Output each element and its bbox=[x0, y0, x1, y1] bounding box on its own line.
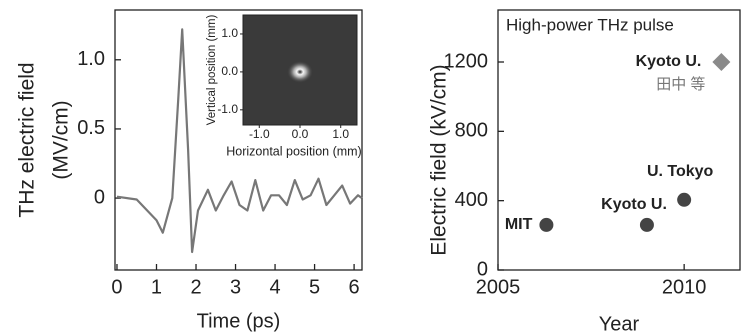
x-tick-label: 2010 bbox=[662, 276, 707, 298]
inset-y-label: Vertical position (mm) bbox=[206, 15, 218, 126]
y-tick-label: 0 bbox=[94, 186, 105, 208]
inset-x-label: Horizontal position (mm) bbox=[226, 144, 361, 158]
plot-frame bbox=[498, 10, 740, 270]
point-label: MIT bbox=[505, 216, 533, 233]
x-tick-label: 2 bbox=[190, 276, 201, 298]
y-tick-label: 400 bbox=[455, 189, 488, 211]
x-axis-label: Year bbox=[599, 313, 640, 335]
inset-x-tick-label: 0.0 bbox=[292, 127, 309, 141]
point bbox=[677, 193, 691, 207]
point bbox=[712, 53, 730, 71]
x-tick-label: 4 bbox=[269, 276, 280, 298]
x-tick-label: 0 bbox=[111, 276, 122, 298]
inset-x-tick-label: -1.0 bbox=[249, 127, 270, 141]
y-tick-label: 800 bbox=[455, 120, 488, 142]
point-label: Kyoto U. bbox=[601, 196, 667, 213]
x-tick-label: 3 bbox=[230, 276, 241, 298]
chart-title: High-power THz pulse bbox=[506, 15, 674, 34]
y-axis-label: Electric field (kV/cm) bbox=[428, 64, 451, 255]
inset-y-tick-label: 0.0 bbox=[221, 64, 238, 78]
beam-spot bbox=[287, 61, 313, 83]
page: 0 1 2 3 4 5 6 0 0.5 1.0 Time (ps) THz electric fiel… bbox=[0, 0, 749, 335]
x-tick-label: 6 bbox=[349, 276, 360, 298]
point-label: U. Tokyo bbox=[647, 163, 714, 180]
y-tick-label: 1.0 bbox=[77, 48, 105, 70]
point-label: Kyoto U. bbox=[636, 53, 702, 70]
x-tick-label: 5 bbox=[309, 276, 320, 298]
y-axis-label: (MV/cm) bbox=[50, 100, 73, 179]
x-axis-label: Time (ps) bbox=[197, 310, 281, 332]
inset-y-tick-label: 1.0 bbox=[221, 26, 238, 40]
figure: 0 1 2 3 4 5 6 0 0.5 1.0 Time (ps) THz electric fiel… bbox=[0, 0, 749, 335]
y-tick-label: 0 bbox=[477, 258, 488, 280]
y-tick-label: 0.5 bbox=[77, 117, 105, 139]
inset-y-tick-label: -1.0 bbox=[217, 102, 238, 116]
point-sublabel: 田中 等 bbox=[656, 75, 705, 93]
y-axis-label: THz electric field bbox=[16, 62, 39, 217]
x-tick-label: 1 bbox=[151, 276, 162, 298]
point bbox=[640, 218, 654, 232]
point bbox=[539, 218, 553, 232]
inset-x-tick-label: 1.0 bbox=[332, 127, 349, 141]
